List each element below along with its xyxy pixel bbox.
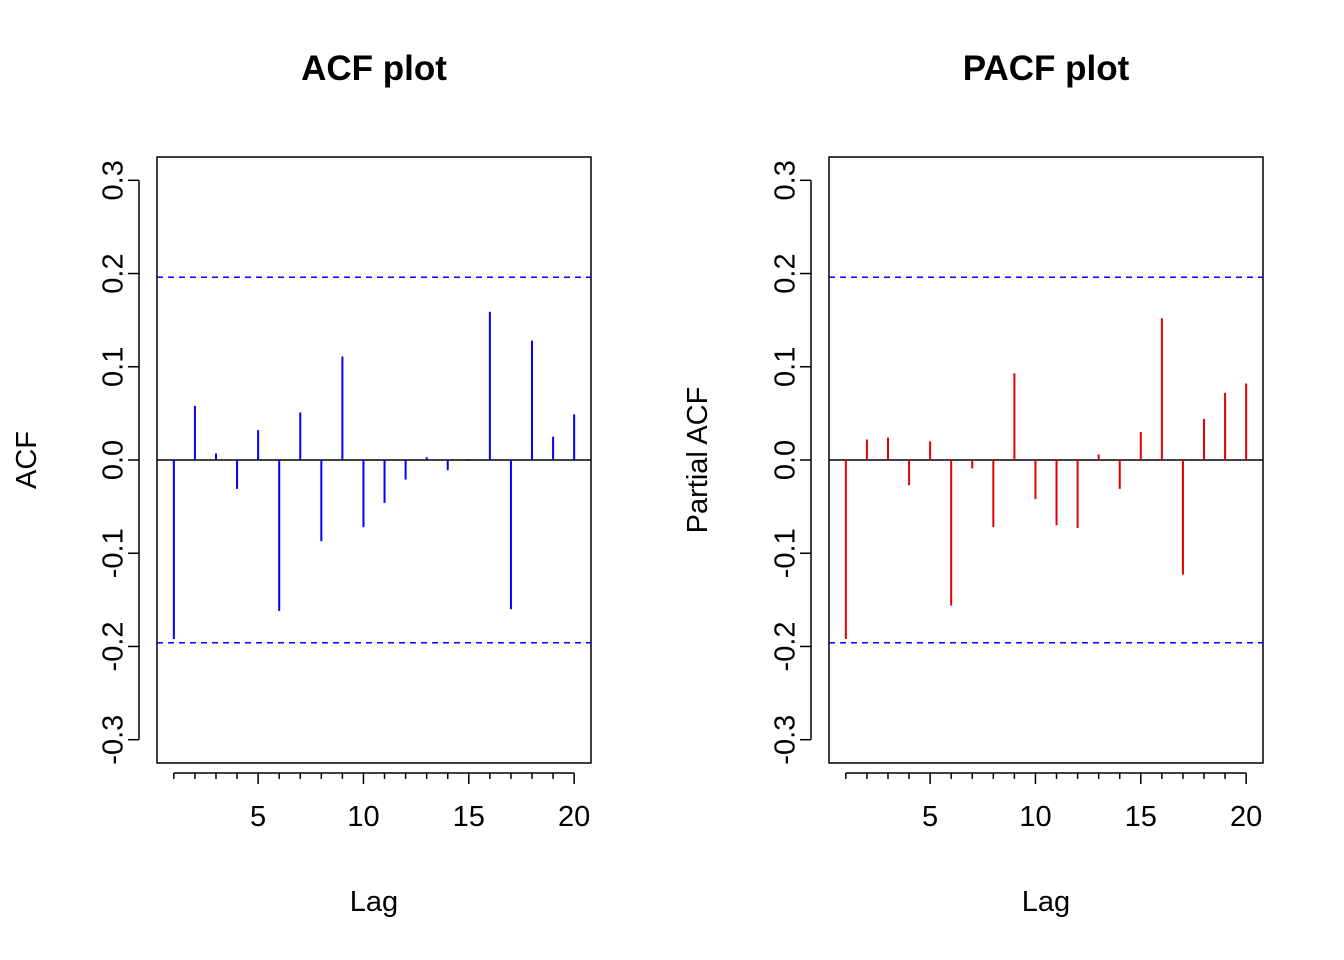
pacf-y-tick-label: 0.3 <box>770 160 802 200</box>
pacf-y-tick-label: -0.3 <box>770 715 802 765</box>
pacf-x-tick-label: 5 <box>922 801 938 833</box>
pacf-x-axis-label: Lag <box>1022 886 1070 918</box>
acf-x-tick-label: 20 <box>558 801 590 833</box>
acf-y-tick-label: -0.2 <box>98 621 130 671</box>
acf-y-tick-label: 0.1 <box>98 347 130 387</box>
pacf-y-tick-label: 0.2 <box>770 253 802 293</box>
pacf-y-tick-label: -0.1 <box>770 528 802 578</box>
pacf-title: PACF plot <box>963 49 1130 88</box>
acf-y-tick-label: -0.1 <box>98 528 130 578</box>
pacf-x-tick-label: 20 <box>1230 801 1262 833</box>
acf-y-tick-label: -0.3 <box>98 715 130 765</box>
acf-title: ACF plot <box>301 49 447 88</box>
acf-y-tick-label: 0.2 <box>98 253 130 293</box>
pacf-x-tick-label: 15 <box>1125 801 1157 833</box>
pacf-y-axis-label: Partial ACF <box>682 387 714 534</box>
pacf-x-tick-label: 10 <box>1019 801 1051 833</box>
acf-x-tick-label: 10 <box>347 801 379 833</box>
pacf-y-tick-label: 0.1 <box>770 347 802 387</box>
acf-panel: ACF plot Lag ACF -0.3 -0.2 -0.1 0.0 0.1 0.2 0.… <box>11 49 592 918</box>
pacf-y-tick-label: -0.2 <box>770 621 802 671</box>
pacf-y-tick-label: 0.0 <box>770 440 802 480</box>
acf-x-axis-label: Lag <box>350 886 398 918</box>
acf-y-tick-label: 0.3 <box>98 160 130 200</box>
acf-x-tick-label: 5 <box>250 801 266 833</box>
acf-y-axis-label: ACF <box>11 431 43 489</box>
acf-x-tick-label: 15 <box>453 801 485 833</box>
acf-marks: -0.3 -0.2 -0.1 0.0 0.1 0.2 0.3 5 10 15 20 <box>98 160 591 833</box>
acf-y-tick-label: 0.0 <box>98 440 130 480</box>
pacf-marks: -0.3 -0.2 -0.1 0.0 0.1 0.2 0.3 5 10 15 20 <box>770 160 1263 833</box>
pacf-panel: PACF plot Lag Partial ACF -0.3 -0.2 -0.1 0.… <box>682 49 1264 918</box>
